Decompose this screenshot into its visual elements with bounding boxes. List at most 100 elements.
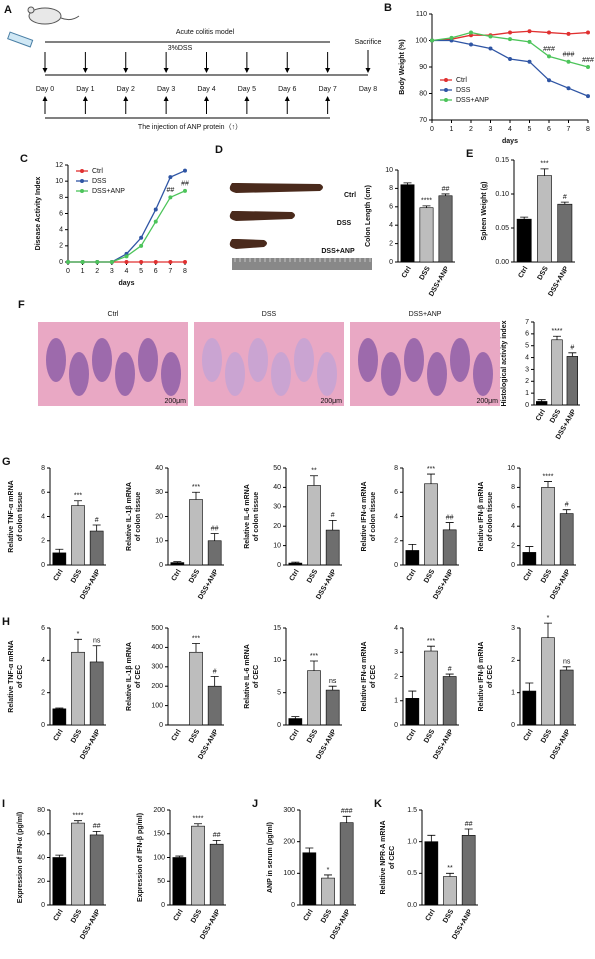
- x-tick-label: DSS+ANP: [432, 728, 455, 761]
- y-tick-label: 4: [389, 222, 393, 229]
- bar: [541, 487, 555, 566]
- bar: [438, 195, 453, 263]
- bar: [307, 670, 321, 726]
- y-tick-label: 8: [511, 484, 515, 491]
- legend-marker: [80, 179, 84, 183]
- y-tick-label: 400: [151, 644, 163, 651]
- x-tick-label: Ctrl: [523, 728, 535, 742]
- error-bar: [408, 690, 417, 699]
- x-tick-label: DSS: [320, 908, 333, 924]
- bar: [191, 825, 205, 906]
- bar: [443, 876, 457, 906]
- point: [124, 260, 129, 264]
- y-tick-label: 20: [155, 513, 163, 520]
- y-tick-label: 10: [155, 538, 163, 545]
- significance: *: [547, 615, 550, 622]
- error-bar: [422, 205, 431, 208]
- y-tick-label: 8: [389, 185, 393, 192]
- y-tick-label: 50: [157, 878, 165, 885]
- significance: ##: [93, 823, 101, 830]
- day-label: Day 7: [318, 86, 336, 93]
- y-tick-label: 80: [37, 807, 45, 814]
- x-tick-label: 2: [95, 268, 99, 275]
- y-tick-label: 10: [507, 465, 515, 472]
- error-bar: [310, 660, 318, 671]
- arrow-head: [82, 68, 88, 73]
- point: [168, 260, 173, 264]
- panel-label: I: [2, 798, 5, 810]
- y-tick-label: 100: [151, 702, 163, 709]
- bar: [209, 843, 224, 906]
- day-label: Day 3: [157, 86, 175, 93]
- y-tick-label: 0.0: [407, 902, 417, 909]
- x-tick-label: DSS: [70, 568, 83, 584]
- day-label: Day 0: [36, 86, 54, 93]
- x-tick-label: Ctrl: [425, 908, 437, 922]
- significance: #: [563, 194, 567, 201]
- point: [183, 168, 187, 173]
- significance: ###: [543, 46, 555, 53]
- x-tick-label: 7: [168, 268, 172, 275]
- bar: [302, 852, 317, 906]
- x-tick-label: DSS+ANP: [79, 568, 102, 601]
- y-tick-label: 0: [277, 562, 281, 569]
- significance: ##: [166, 187, 174, 194]
- arrow-head: [365, 68, 371, 73]
- x-tick-label: 5: [528, 126, 532, 133]
- x-tick-label: DSS+ANP: [432, 568, 455, 601]
- x-tick-label: DSS: [549, 408, 562, 424]
- y-tick-label: 12: [55, 162, 63, 169]
- y-tick-label: 0: [159, 562, 163, 569]
- error-bar: [520, 216, 529, 220]
- bar: [52, 857, 67, 906]
- y-tick-label: 6: [41, 489, 45, 496]
- model-title: Acute colitis model: [176, 29, 235, 36]
- y-tick-label: 4: [59, 227, 63, 234]
- bar: [424, 650, 438, 726]
- histology-label: Ctrl: [108, 311, 119, 318]
- arrow-head: [244, 96, 250, 101]
- bar: [89, 661, 104, 726]
- error-bar: [192, 491, 200, 500]
- x-tick-label: DSS: [188, 568, 201, 584]
- y-axis-label: Body Weight (%): [399, 39, 406, 94]
- significance: ***: [74, 493, 82, 500]
- bar: [559, 513, 574, 566]
- error-bar: [525, 682, 534, 692]
- day-label: Day 1: [76, 86, 94, 93]
- significance: ##: [181, 181, 189, 188]
- histology-label: DSS+ANP: [409, 311, 442, 318]
- arrow-head: [284, 96, 290, 101]
- error-bar: [210, 533, 219, 541]
- y-tick-label: 0: [394, 562, 398, 569]
- day-label: Day 8: [359, 86, 377, 93]
- y-tick-label: 5: [525, 343, 529, 350]
- point: [508, 37, 512, 42]
- x-tick-label: DSS+ANP: [79, 908, 102, 941]
- x-tick-label: DSS+ANP: [549, 728, 572, 761]
- error-bar: [342, 815, 351, 823]
- y-tick-label: 8: [59, 194, 63, 201]
- tissue: [381, 352, 401, 396]
- error-bar: [291, 561, 300, 564]
- legend-label: DSS+ANP: [456, 97, 489, 104]
- day-label: Day 4: [197, 86, 215, 93]
- y-tick-label: 90: [419, 64, 427, 71]
- panel-label: H: [2, 616, 10, 628]
- y-tick-label: 0: [41, 902, 45, 909]
- y-tick-label: 0: [159, 722, 163, 729]
- tissue: [404, 338, 424, 382]
- x-tick-label: DSS: [537, 265, 550, 281]
- x-tick-label: 7: [567, 126, 571, 133]
- legend-label: DSS: [456, 87, 471, 94]
- tissue: [115, 352, 135, 396]
- bar: [52, 708, 67, 726]
- y-axis-label: Relative NPR-A mRNA: [380, 820, 387, 894]
- y-tick-label: 2: [41, 538, 45, 545]
- error-bar: [291, 716, 300, 719]
- colon-label: Ctrl: [344, 192, 356, 199]
- significance: ***: [310, 653, 318, 660]
- significance: #: [570, 345, 574, 352]
- point: [183, 188, 187, 193]
- point: [547, 78, 551, 83]
